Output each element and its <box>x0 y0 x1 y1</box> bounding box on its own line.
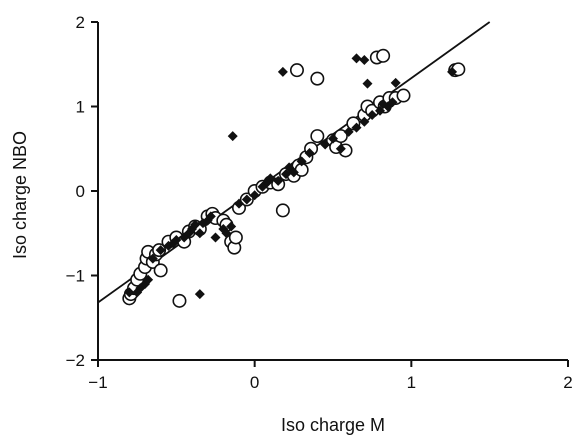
data-point-diamond <box>320 139 331 150</box>
data-point-diamond <box>387 97 398 108</box>
data-point-diamond <box>249 190 260 201</box>
x-axis-title: Iso charge M <box>281 415 385 435</box>
data-point-circle <box>310 129 325 144</box>
data-point-diamond <box>143 274 154 285</box>
data-point-circle <box>275 203 290 218</box>
data-point-diamond <box>171 235 182 246</box>
data-point-diamond <box>147 253 158 264</box>
x-ticks: −1 0 1 2 <box>88 360 573 392</box>
data-point-diamond <box>359 55 370 66</box>
data-point-diamond <box>359 116 370 127</box>
data-point-circle <box>310 71 325 86</box>
data-point-diamond <box>296 156 307 167</box>
data-point-circle <box>228 230 243 245</box>
y-tick-label: 1 <box>76 98 85 117</box>
data-point-diamond <box>234 198 244 209</box>
data-point-diamond <box>205 211 216 222</box>
data-point-diamond <box>343 126 354 137</box>
data-point-diamond <box>328 133 338 144</box>
plot-area <box>97 21 491 308</box>
data-point-diamond <box>378 98 389 109</box>
y-axis-title: Iso charge NBO <box>10 131 30 259</box>
data-point-diamond <box>390 77 401 88</box>
data-point-diamond <box>367 109 378 120</box>
x-tick-label: 2 <box>563 373 572 392</box>
y-tick-label: −2 <box>66 351 85 370</box>
y-tick-label: −1 <box>66 267 85 286</box>
data-point-diamond <box>241 194 252 205</box>
y-tick-label: 2 <box>76 13 85 32</box>
data-point-circle <box>376 48 391 63</box>
data-point-diamond <box>351 53 362 64</box>
data-point-diamond <box>335 143 346 154</box>
y-tick-label: 0 <box>76 182 85 201</box>
data-point-circle <box>289 63 304 78</box>
data-point-diamond <box>221 228 232 239</box>
data-point-diamond <box>190 219 201 230</box>
data-point-diamond <box>351 122 362 133</box>
data-point-diamond <box>155 245 166 256</box>
data-point-circle <box>153 263 168 278</box>
data-point-diamond <box>227 131 238 142</box>
data-point-diamond <box>273 175 284 186</box>
data-point-diamond <box>124 287 135 298</box>
data-point-diamond <box>277 66 288 77</box>
data-point-circle <box>172 293 187 308</box>
x-tick-label: −1 <box>88 373 107 392</box>
data-point-diamond <box>447 66 458 77</box>
filled-diamond-series <box>124 53 458 300</box>
data-point-diamond <box>226 221 237 232</box>
x-tick-label: 0 <box>250 373 259 392</box>
open-circle-series <box>122 48 466 308</box>
data-point-diamond <box>362 78 373 89</box>
data-point-diamond <box>210 232 221 243</box>
data-point-diamond <box>194 289 205 300</box>
data-point-diamond <box>194 228 205 239</box>
data-point-diamond <box>288 167 299 178</box>
y-ticks: −2 −1 0 1 2 <box>66 13 98 370</box>
data-point-diamond <box>265 173 276 184</box>
data-point-circle <box>396 88 411 103</box>
data-point-diamond <box>304 147 315 158</box>
x-tick-label: 1 <box>407 373 416 392</box>
